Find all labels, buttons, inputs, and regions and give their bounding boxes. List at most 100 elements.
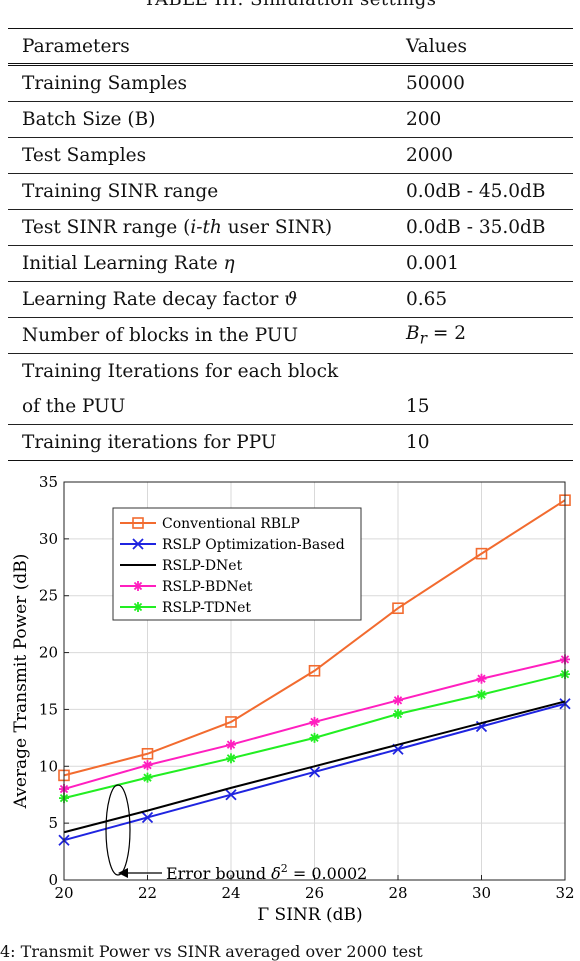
value-cell-empty [392, 354, 573, 390]
param-cell: Training SINR range [8, 173, 392, 210]
param-cell: of the PUU [8, 389, 392, 425]
marker-stroke [226, 740, 236, 749]
value-cell: 200 [392, 101, 573, 138]
value-cell: 10 [392, 424, 573, 461]
error-bound-label: Error bound δ2 = 0.0002 [166, 862, 367, 883]
series-0 [58, 494, 571, 782]
table-row: Number of blocks in the PUU Br = 2 [8, 317, 573, 354]
math-symbol: ϑ [284, 289, 298, 310]
legend-marker [133, 602, 143, 612]
value-cell: 2000 [392, 137, 573, 174]
annotation-math: δ [271, 864, 281, 883]
math-symbol: η [223, 253, 235, 274]
data-point [309, 716, 320, 727]
marker-stroke [393, 709, 403, 719]
y-tick-label: 5 [48, 814, 58, 832]
marker-stroke [310, 733, 319, 743]
data-point [308, 664, 321, 677]
param-cell: Learning Rate decay factor ϑ [8, 281, 392, 318]
marker-stroke [226, 754, 236, 763]
x-tick-label: 20 [54, 884, 73, 902]
x-tick-label: 24 [221, 884, 240, 902]
data-point [141, 747, 154, 760]
legend-marker [133, 581, 143, 591]
param-cell: Training iterations for PPU [8, 424, 392, 461]
table-row: of the PUU 15 [8, 389, 573, 425]
legend-entries: Conventional RBLP RSLP Optimization-Based… [120, 516, 345, 616]
legend: Conventional RBLP RSLP Optimization-Based… [112, 507, 362, 621]
param-cell: Test Samples [8, 137, 392, 174]
marker-stroke [133, 602, 143, 612]
value-cell: 0.0dB - 45.0dB [392, 173, 573, 210]
math-symbol: i-th [190, 217, 222, 238]
series-4 [59, 669, 570, 804]
table-row: Test Samples 2000 [8, 137, 573, 174]
data-point [476, 673, 487, 684]
marker-stroke [225, 789, 237, 801]
value-cell: 0.65 [392, 281, 573, 318]
math-symbol: B [406, 323, 420, 345]
marker-stroke [132, 538, 144, 550]
param-cell: Batch Size (B) [8, 101, 392, 138]
header-parameters: Parameters [8, 28, 392, 66]
param-cell: Number of blocks in the PUU [8, 317, 392, 354]
param-cell: Training Samples [8, 64, 392, 102]
transmit-power-chart: 20 22 24 26 28 30 32 0 5 10 15 20 25 30 35 Γ SINR (dB)… [11, 473, 575, 925]
data-point [142, 772, 153, 783]
y-tick-label: 0 [48, 871, 58, 889]
value-text: = 2 [426, 323, 467, 345]
marker-stroke [392, 743, 404, 755]
value-cell: Br = 2 [392, 317, 573, 354]
legend-label: RSLP Optimization-Based [162, 537, 345, 553]
table-row: Training SINR range 0.0dB - 45.0dB [8, 173, 573, 210]
series-2 [63, 700, 566, 834]
legend-marker [132, 517, 144, 529]
y-tick-label: 30 [39, 530, 58, 548]
marker-stroke [141, 811, 154, 824]
y-tick-label: 10 [39, 757, 58, 775]
marker-stroke [477, 690, 486, 699]
marker-stroke [143, 773, 152, 782]
marker-stroke [393, 696, 403, 705]
param-text: Test SINR range ( [22, 217, 191, 238]
y-axis-label: Average Transmit Power (dB) [11, 554, 31, 810]
data-point [141, 811, 154, 824]
error-ellipse [105, 784, 131, 876]
simulation-settings-table: Parameters Values Training Samples 50000… [8, 28, 573, 461]
param-text: user SINR) [221, 217, 333, 238]
table-title: TABLE III: Simulation settings [0, 0, 580, 10]
table-row: Initial Learning Rate η 0.001 [8, 245, 573, 282]
y-tick-label: 25 [39, 587, 58, 605]
table-row: Learning Rate decay factor ϑ 0.65 [8, 281, 573, 318]
marker-stroke [310, 717, 319, 727]
data-point [225, 716, 237, 728]
math-subscript: r [419, 329, 427, 348]
data-point [308, 766, 321, 778]
header-values: Values [392, 28, 573, 66]
marker-stroke [308, 766, 321, 778]
marker-stroke [143, 760, 152, 770]
table-header-row: Parameters Values [8, 28, 573, 66]
data-point [142, 760, 153, 771]
table-row: Training iterations for PPU 10 [8, 424, 573, 461]
legend-label: Conventional RBLP [162, 516, 300, 532]
x-tick-label: 30 [472, 884, 491, 902]
marker-stroke [133, 581, 143, 591]
data-point [393, 695, 403, 706]
param-cell: Training Iterations for each block [22, 361, 339, 382]
y-tick-label: 15 [39, 700, 58, 718]
annotation-text: = 0.0002 [288, 864, 368, 883]
value-cell: 0.0dB - 35.0dB [392, 209, 573, 246]
value-cell: 0.001 [392, 245, 573, 282]
data-point [309, 732, 320, 743]
param-cell: Test SINR range (i-th user SINR) [8, 209, 392, 246]
legend-label: RSLP-DNet [162, 558, 243, 574]
figure-caption: 4: Transmit Power vs SINR averaged over … [0, 942, 423, 961]
annotation-superscript: 2 [281, 862, 288, 875]
data-point [476, 689, 487, 700]
x-tick-label: 26 [305, 884, 324, 902]
x-tick-label: 28 [388, 884, 407, 902]
annotation-text: Error bound [166, 864, 271, 883]
x-tick-label: 22 [138, 884, 157, 902]
table-row: Batch Size (B) 200 [8, 101, 573, 138]
